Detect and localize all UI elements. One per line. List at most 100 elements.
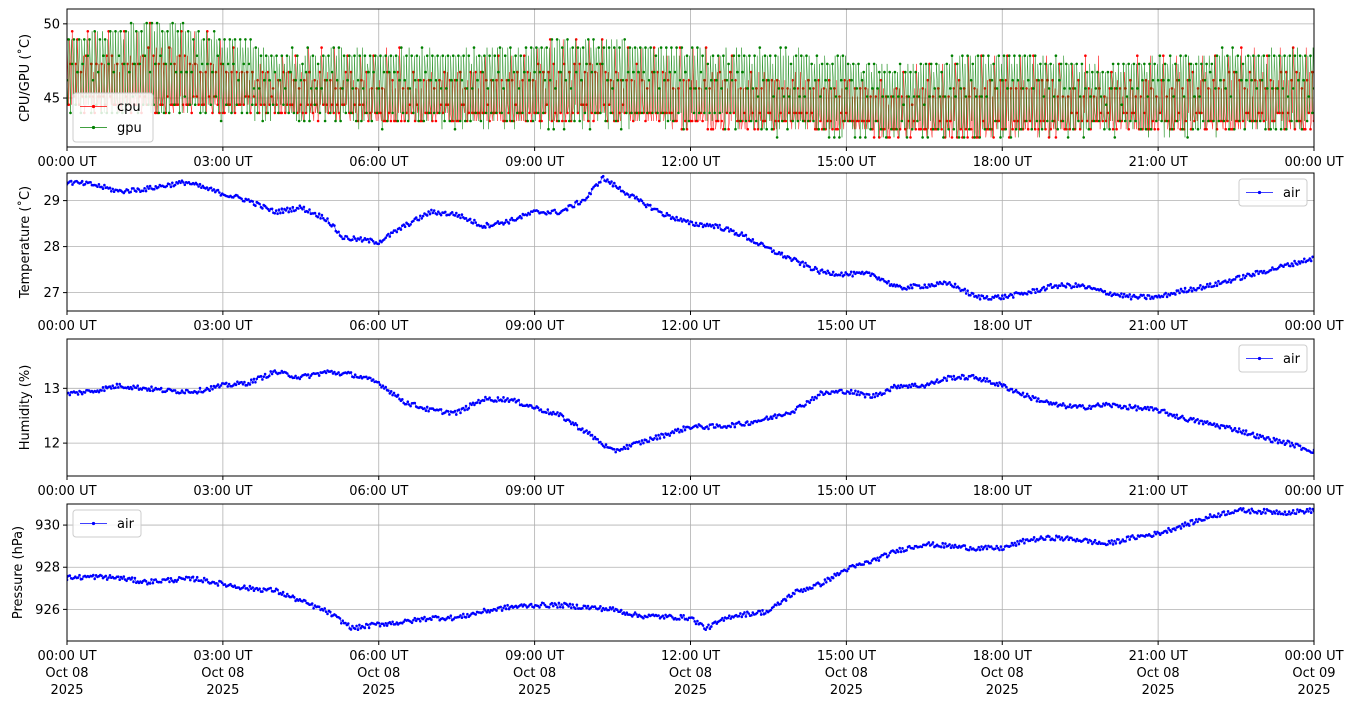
data-point	[366, 623, 370, 627]
data-point	[334, 119, 337, 123]
data-point	[790, 594, 793, 598]
data-point	[910, 127, 914, 131]
data-point	[424, 409, 428, 413]
data-point	[625, 111, 628, 115]
data-point	[1190, 518, 1194, 522]
data-point	[1260, 78, 1264, 82]
data-point	[70, 30, 74, 33]
data-point	[673, 70, 677, 74]
data-point	[941, 282, 944, 286]
data-point	[108, 186, 112, 190]
data-point	[678, 78, 682, 82]
data-point	[812, 268, 816, 271]
data-point	[171, 21, 174, 25]
data-point	[786, 127, 789, 131]
data-point	[453, 127, 457, 131]
data-point	[478, 401, 482, 405]
data-point	[645, 111, 649, 115]
data-point	[662, 436, 666, 439]
data-point	[1052, 95, 1056, 98]
data-point	[744, 119, 748, 123]
data-point	[323, 607, 327, 610]
data-point	[1148, 62, 1151, 66]
data-point	[680, 46, 684, 49]
data-point	[1084, 87, 1087, 90]
data-point	[952, 374, 956, 378]
data-point	[808, 401, 811, 405]
data-point	[976, 296, 979, 299]
data-point	[910, 286, 914, 290]
data-point	[1311, 70, 1314, 74]
data-point	[351, 87, 355, 90]
data-point	[1289, 444, 1292, 448]
data-point	[451, 54, 455, 57]
data-point	[1247, 508, 1251, 512]
data-point	[162, 111, 166, 115]
data-point	[675, 215, 678, 219]
data-point	[1013, 541, 1016, 545]
data-point	[76, 576, 80, 579]
data-point	[811, 396, 814, 399]
data-point	[919, 62, 923, 66]
data-point	[474, 613, 478, 616]
data-point	[630, 111, 633, 115]
data-point	[481, 70, 485, 74]
data-point	[1186, 522, 1190, 526]
data-point	[434, 78, 438, 82]
data-point	[472, 46, 476, 49]
data-point	[388, 392, 392, 395]
data-point	[840, 271, 843, 275]
data-point	[1272, 54, 1276, 57]
data-point	[261, 590, 264, 593]
data-point	[432, 209, 436, 212]
data-point	[510, 119, 514, 123]
data-point	[304, 599, 307, 602]
data-point	[190, 70, 193, 74]
data-point	[254, 46, 258, 49]
data-point	[714, 426, 717, 429]
data-point	[173, 62, 176, 66]
data-point	[654, 54, 658, 57]
data-point	[1236, 430, 1240, 434]
data-point	[690, 119, 694, 123]
data-point	[1269, 268, 1273, 272]
data-point	[1296, 263, 1299, 266]
data-point	[146, 389, 149, 392]
data-point	[1156, 127, 1160, 131]
data-point	[637, 70, 640, 74]
data-point	[1066, 136, 1070, 139]
data-point	[1282, 439, 1285, 443]
data-point	[812, 398, 816, 402]
data-point	[1082, 136, 1085, 139]
data-point	[123, 190, 127, 193]
data-point	[467, 54, 471, 57]
data-point	[128, 70, 131, 74]
data-point	[333, 370, 336, 374]
data-point	[412, 618, 415, 622]
data-point	[968, 127, 971, 131]
data-point	[623, 38, 626, 41]
data-point	[172, 580, 175, 584]
data-point	[474, 221, 478, 224]
data-point	[966, 289, 969, 293]
data-point	[1179, 54, 1182, 57]
data-point	[154, 111, 157, 115]
data-point	[1276, 87, 1279, 90]
data-point	[759, 613, 763, 616]
data-point	[1060, 282, 1064, 285]
data-point	[935, 62, 938, 66]
data-point	[459, 411, 462, 415]
data-point	[1226, 280, 1230, 284]
data-point	[1073, 285, 1076, 289]
data-point	[1181, 522, 1184, 526]
data-point	[138, 62, 141, 66]
data-point	[313, 78, 317, 82]
data-point	[581, 46, 585, 49]
data-point	[926, 136, 930, 139]
data-point	[929, 127, 933, 131]
data-point	[539, 408, 543, 411]
data-point	[1122, 292, 1126, 296]
data-point	[1197, 422, 1201, 425]
